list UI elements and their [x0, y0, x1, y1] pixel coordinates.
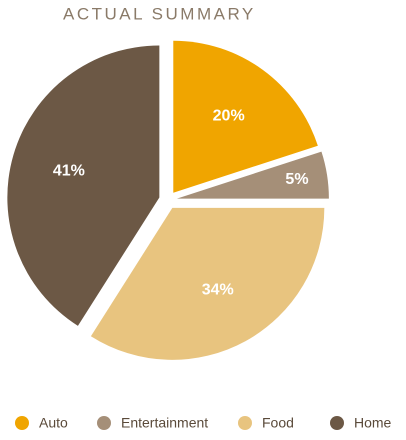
- chart-title: ACTUAL SUMMARY: [63, 4, 256, 23]
- pie-slice: [173, 40, 318, 193]
- legend-label: Home: [354, 415, 392, 431]
- legend-swatch: [15, 416, 29, 430]
- legend-label: Entertainment: [121, 415, 208, 431]
- legend-swatch: [97, 416, 111, 430]
- legend-swatch: [238, 416, 252, 430]
- value-label: 5%: [285, 171, 308, 188]
- legend-swatch: [330, 416, 344, 430]
- legend-label: Food: [262, 415, 294, 431]
- value-label: 34%: [202, 282, 234, 299]
- value-label: 20%: [213, 108, 245, 125]
- pie-slice: [176, 151, 329, 199]
- value-label: 41%: [53, 162, 85, 179]
- pie-slice: [90, 207, 325, 360]
- pie-slice: [7, 45, 160, 326]
- legend-label: Auto: [39, 415, 68, 431]
